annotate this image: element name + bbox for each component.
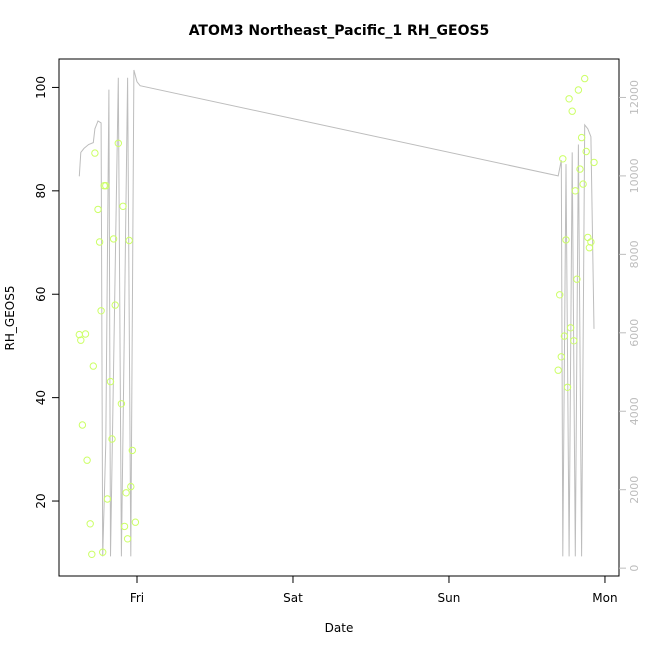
data-point xyxy=(94,205,102,214)
data-point xyxy=(114,139,123,148)
data-point xyxy=(587,238,595,246)
data-point xyxy=(559,155,567,163)
data-point xyxy=(554,366,562,374)
data-point xyxy=(577,133,586,142)
data-point xyxy=(590,158,598,167)
data-point xyxy=(131,518,140,526)
y-axis-label: RH_GEOS5 xyxy=(3,286,17,351)
data-point xyxy=(106,377,115,386)
data-point xyxy=(584,233,592,242)
data-point xyxy=(566,324,575,332)
data-point xyxy=(568,107,576,115)
series-layer xyxy=(75,69,598,558)
data-point xyxy=(128,446,137,455)
y2-tick-label: 2000 xyxy=(628,476,641,504)
data-point xyxy=(99,548,107,556)
x-tick-label: Fri xyxy=(130,591,144,605)
chart-title: ATOM3 Northeast_Pacific_1 RH_GEOS5 xyxy=(189,23,490,39)
data-point xyxy=(581,74,589,83)
data-point xyxy=(557,353,565,361)
y2-tick-label: 0 xyxy=(628,565,641,572)
x-tick-label: Sun xyxy=(438,591,461,605)
data-point xyxy=(83,456,91,464)
data-point xyxy=(102,182,110,190)
data-point xyxy=(91,149,99,157)
data-point xyxy=(117,400,126,408)
y2-tick-label: 4000 xyxy=(628,397,641,425)
data-point xyxy=(122,489,130,497)
plot-frame xyxy=(58,58,620,577)
data-point xyxy=(579,180,587,188)
data-point xyxy=(574,86,583,94)
data-point xyxy=(111,301,119,309)
data-point xyxy=(123,535,132,543)
series-line xyxy=(78,69,595,557)
data-point xyxy=(77,336,85,344)
x-axis-label: Date xyxy=(325,621,354,635)
data-point xyxy=(570,337,578,345)
data-point xyxy=(97,307,105,315)
data-point xyxy=(125,236,133,245)
y-tick-label: 80 xyxy=(34,183,48,198)
y-tick-label: 40 xyxy=(34,390,48,405)
y-axis: 20 40 60 80 100 xyxy=(34,76,59,509)
data-point xyxy=(571,187,579,195)
data-point xyxy=(78,421,87,429)
data-point xyxy=(563,383,572,391)
data-point xyxy=(89,362,98,370)
data-point xyxy=(108,435,116,443)
y-tick-label: 100 xyxy=(34,76,48,99)
y2-tick-label: 12000 xyxy=(628,80,641,115)
x-tick-label: Mon xyxy=(592,591,617,605)
data-point xyxy=(81,330,90,338)
data-point xyxy=(103,495,112,503)
data-point xyxy=(109,235,118,243)
data-point xyxy=(582,147,590,156)
data-point xyxy=(120,522,129,531)
data-point xyxy=(573,275,581,283)
data-point xyxy=(565,95,573,103)
data-point xyxy=(86,520,94,528)
y2-tick-label: 6000 xyxy=(628,319,641,347)
data-point xyxy=(119,202,127,211)
y2-axis: 0 2000 4000 6000 8000 10000 12000 xyxy=(619,80,641,572)
data-point xyxy=(88,550,96,558)
data-point xyxy=(127,482,135,491)
y-tick-label: 60 xyxy=(34,287,48,302)
y-tick-label: 20 xyxy=(34,493,48,508)
x-axis: Fri Sat Sun Mon xyxy=(130,576,618,605)
data-point xyxy=(95,238,104,246)
y2-tick-label: 8000 xyxy=(628,240,641,268)
data-point xyxy=(560,332,569,340)
data-point xyxy=(576,165,584,173)
data-point xyxy=(562,236,570,244)
y2-tick-label: 10000 xyxy=(628,158,641,193)
data-point xyxy=(556,291,564,299)
x-tick-label: Sat xyxy=(283,591,303,605)
